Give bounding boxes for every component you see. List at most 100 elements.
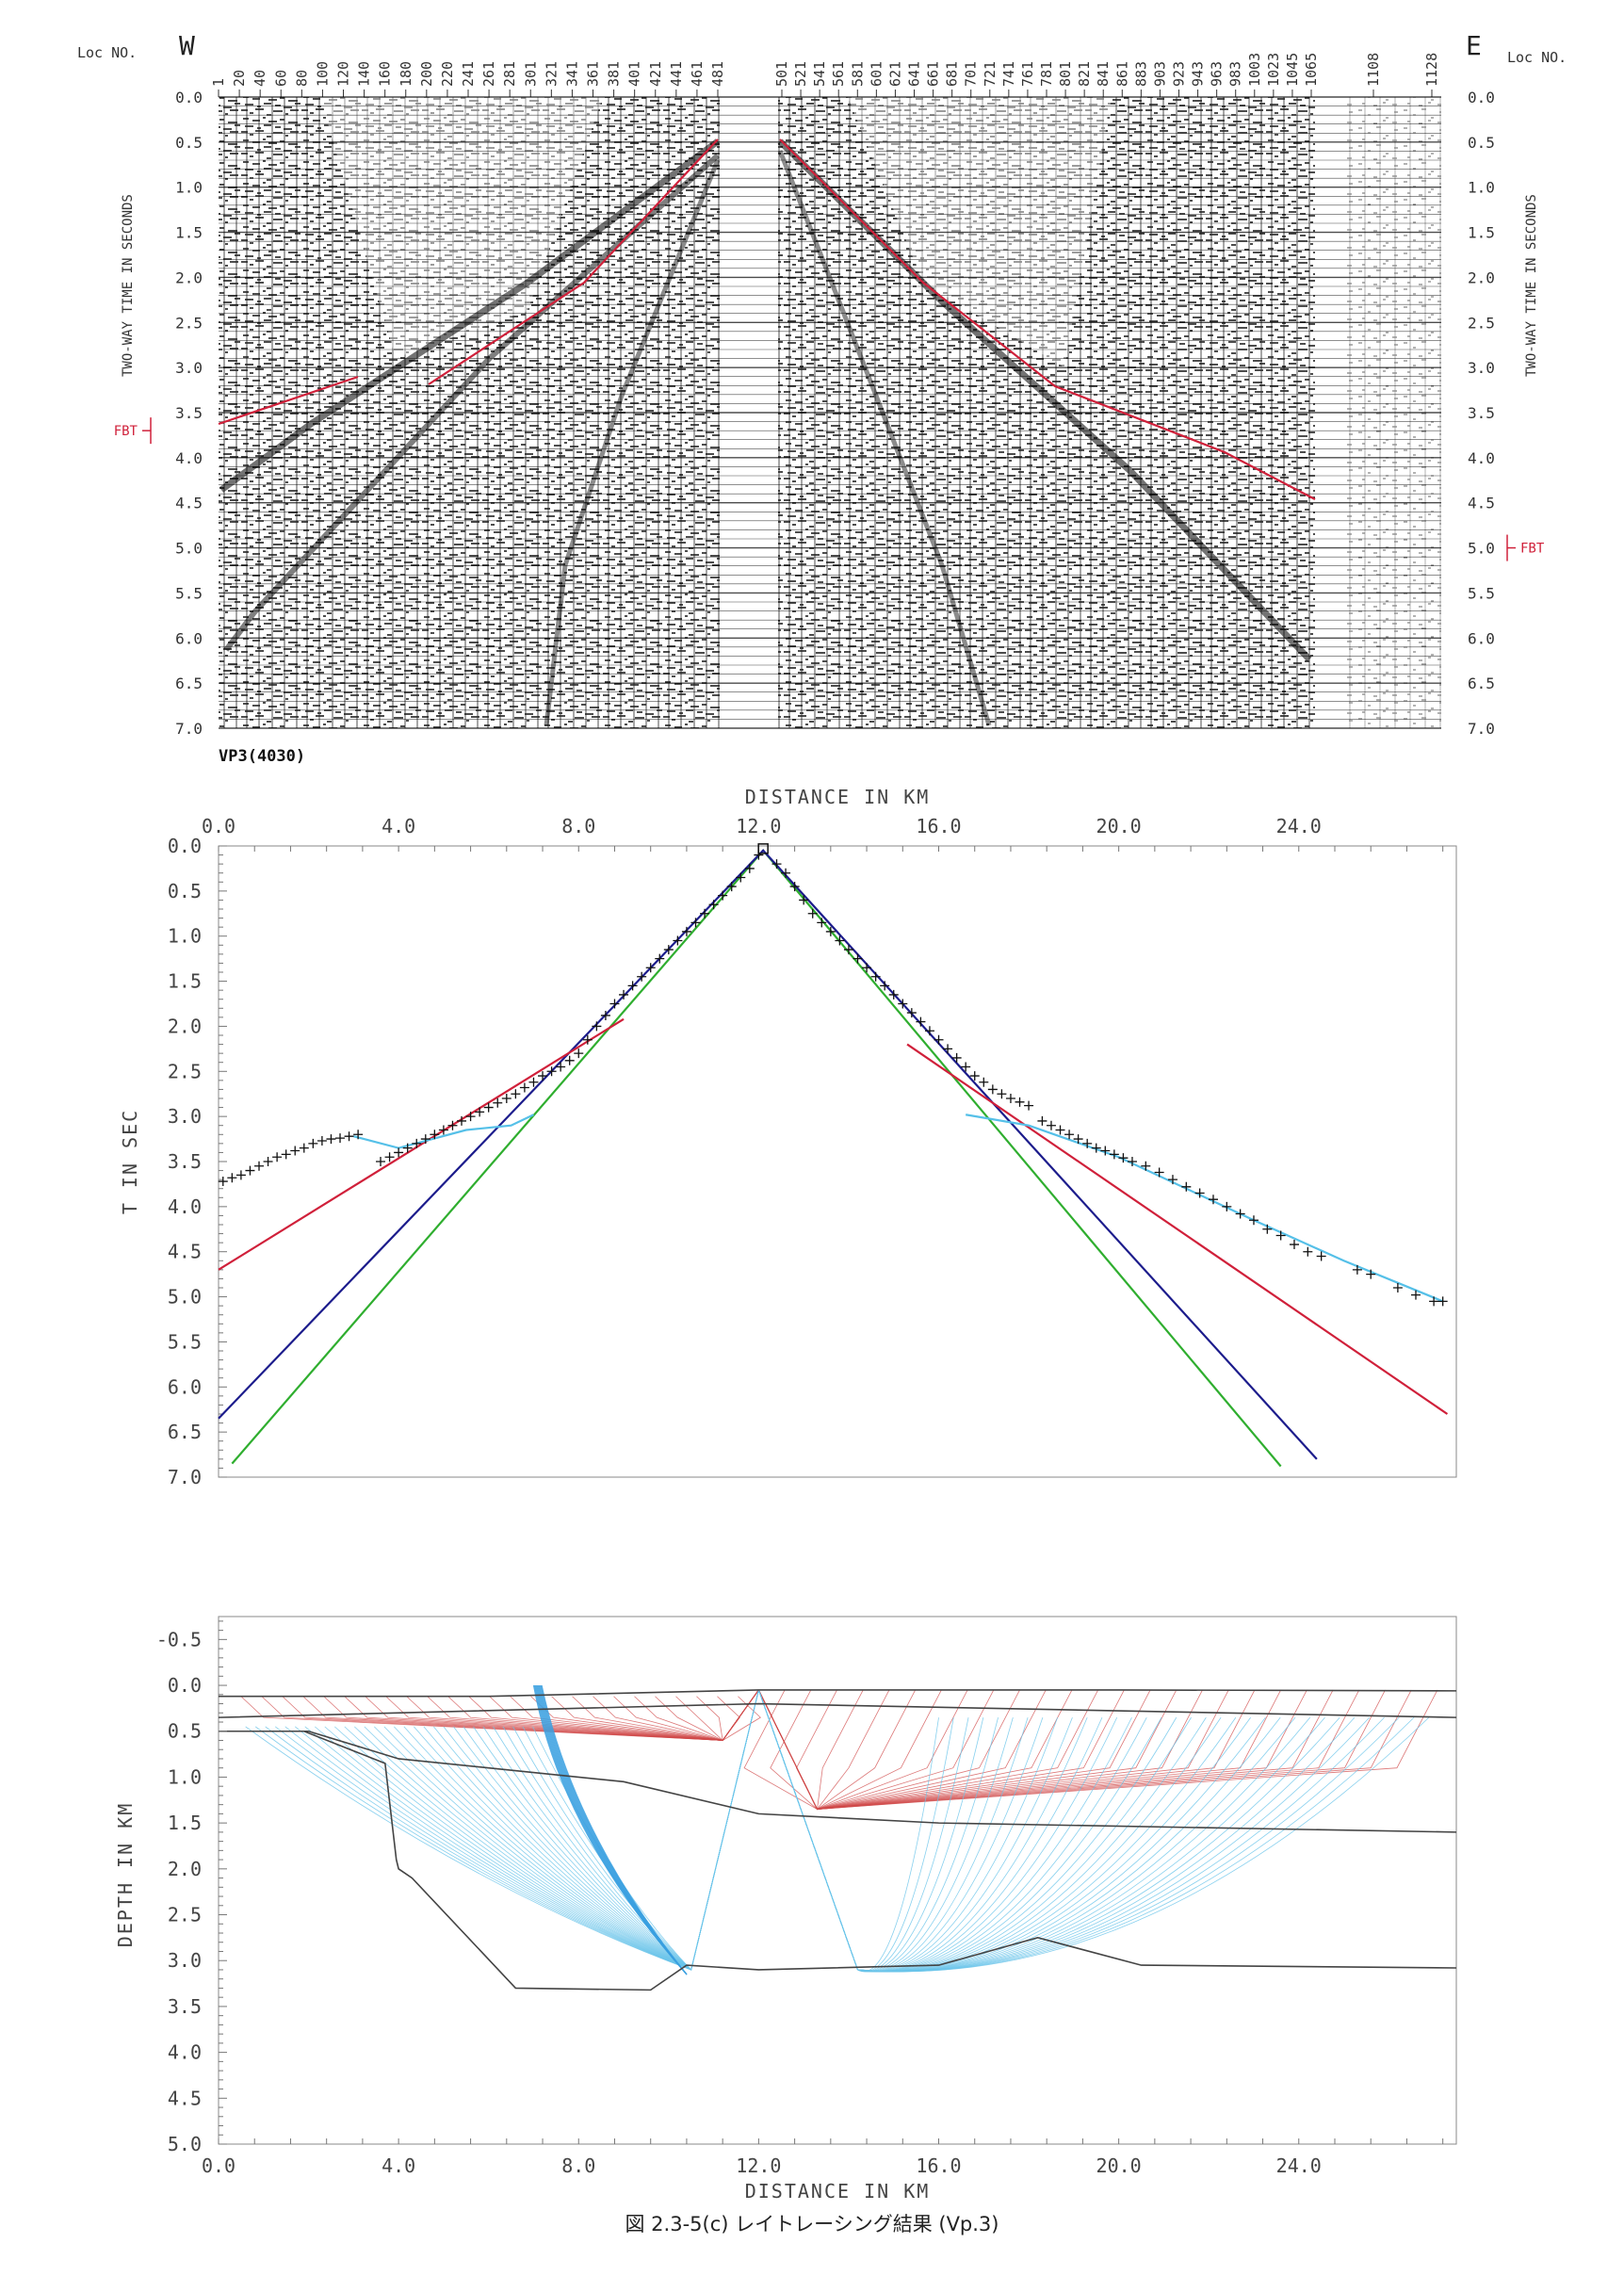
- tt-pick-point: [245, 1165, 255, 1176]
- loc-number-label: 20: [231, 70, 248, 87]
- loc-number-label: 641: [906, 61, 923, 87]
- ray-xlabel: DISTANCE IN KM: [745, 2180, 931, 2203]
- tt-pick-point: [736, 872, 746, 883]
- tt-pick-point: [376, 1157, 386, 1166]
- deep-ray-path: [758, 1689, 1385, 1973]
- loc-number-label: 821: [1076, 61, 1093, 87]
- loc-number-label: 923: [1171, 61, 1188, 87]
- time-tick-label-right: 1.0: [1468, 179, 1495, 197]
- tt-pick-point: [1392, 1283, 1403, 1292]
- fbt-marker-left: FBT: [114, 417, 152, 445]
- tt-y-tick-label: 5.0: [168, 1286, 202, 1309]
- tt-pick-point: [1037, 1115, 1047, 1126]
- deep-ray-path: [758, 1689, 1147, 1973]
- tt-pick-point: [574, 1048, 584, 1059]
- tt-pick-point: [870, 971, 881, 982]
- tt-pick-point: [1055, 1125, 1065, 1135]
- tt-pick-point: [254, 1161, 265, 1171]
- tt-pick-point: [511, 1089, 521, 1099]
- time-tick-label-right: 2.5: [1468, 314, 1495, 332]
- fbt-label: FBT: [1520, 542, 1545, 557]
- tt-pick-point: [227, 1173, 237, 1183]
- deep-ray-path: [414, 1689, 759, 1971]
- tt-model-line: [218, 1017, 625, 1271]
- tt-pick-point: [1073, 1134, 1083, 1145]
- loc-number-label: 361: [585, 61, 602, 87]
- loc-number-label: 421: [647, 61, 664, 87]
- tt-pick-point: [1015, 1097, 1025, 1107]
- ray-y-tick-label: 0.5: [168, 1720, 202, 1743]
- deep-ray-path: [758, 1689, 1044, 1973]
- loc-number-label: 341: [563, 61, 580, 87]
- tt-pick-point: [335, 1133, 346, 1144]
- tt-pick-point: [299, 1143, 309, 1153]
- loc-number-label: 401: [626, 61, 643, 87]
- tt-model-lines: [218, 849, 1449, 1468]
- loc-number-label: 1: [210, 78, 227, 87]
- tt-pick-point: [817, 918, 827, 928]
- deep-ray-path: [758, 1689, 1430, 1973]
- tt-pick-point: [1024, 1100, 1034, 1111]
- shallow-ray-path: [302, 1689, 759, 1741]
- tt-pick-point: [564, 1055, 575, 1065]
- time-tick-label-left: 7.0: [175, 720, 203, 738]
- deep-ray-path: [394, 1689, 759, 1971]
- tt-y-tick-label: 4.5: [168, 1241, 202, 1263]
- loc-number-label: 261: [480, 61, 497, 87]
- tt-ylabel: T IN SEC: [119, 1109, 141, 1214]
- time-tick-label-right: 3.5: [1468, 404, 1495, 422]
- deep-ray-path: [274, 1689, 759, 1971]
- deep-ray-path: [758, 1689, 939, 1973]
- loc-number-label: 903: [1151, 61, 1168, 87]
- caustic-ray-path: [541, 1684, 688, 1975]
- deep-ray-path: [758, 1689, 1281, 1973]
- tt-pick-point: [627, 981, 638, 991]
- ray-y-tick-label: 4.0: [168, 2041, 202, 2064]
- tt-y-tick-label: 7.0: [168, 1466, 202, 1488]
- deep-ray-path: [512, 1689, 759, 1971]
- tt-pick-point: [979, 1077, 989, 1087]
- tt-pick-point: [898, 999, 908, 1009]
- fbt-marker-right: FBT: [1506, 534, 1545, 561]
- tt-axes: 0.0 0.5 1.0 1.5 2.0 2.5 3.0 3.5 4.0 4.5 5.0 5.5 6.0 6…: [168, 815, 1444, 1488]
- ray-x-tick-label: 12.0: [736, 2154, 781, 2177]
- tt-pick-point: [1289, 1240, 1299, 1250]
- tt-pick-point: [457, 1115, 467, 1126]
- tt-pick-point: [600, 1010, 610, 1020]
- time-tick-label-right: 6.5: [1468, 675, 1495, 692]
- tt-pick-point: [637, 971, 647, 982]
- ray-y-tick-label: 4.5: [168, 2087, 202, 2109]
- loc-number-label: 1108: [1365, 53, 1382, 87]
- time-tick-label-left: 5.5: [175, 584, 203, 602]
- time-tick-label-right: 1.5: [1468, 224, 1495, 242]
- ray-ylabel: DEPTH IN KM: [114, 1802, 137, 1947]
- time-axis-label-right: TWO-WAY TIME IN SECONDS: [1524, 194, 1539, 377]
- tt-y-tick-label: 6.5: [168, 1421, 202, 1443]
- loc-number-label: 841: [1095, 61, 1112, 87]
- tt-pick-point: [438, 1125, 448, 1135]
- time-tick-label-left: 5.0: [175, 540, 203, 558]
- tt-pick-point: [951, 1052, 962, 1063]
- shallow-ray-path: [365, 1689, 759, 1741]
- loc-number-label: 801: [1057, 61, 1074, 87]
- first-break-picks: [218, 138, 1316, 500]
- tt-pick-point: [1262, 1224, 1273, 1234]
- tt-pick-point: [475, 1107, 485, 1117]
- tt-pick-point: [1005, 1094, 1015, 1103]
- tt-pick-point: [673, 935, 683, 946]
- time-tick-label-right: 5.5: [1468, 584, 1495, 602]
- tt-pick-point: [394, 1147, 404, 1158]
- tt-pick-point: [447, 1120, 458, 1130]
- tt-pick-point: [1222, 1201, 1232, 1211]
- tt-pick-point: [1275, 1230, 1286, 1241]
- shallow-ray-path: [758, 1689, 1412, 1810]
- ray-x-tick-label: 0.0: [202, 2154, 235, 2177]
- tt-x-tick-label: 4.0: [382, 815, 415, 837]
- tt-pick-point: [519, 1082, 529, 1093]
- time-tick-label-right: 0.5: [1468, 134, 1495, 152]
- tt-pick-point: [681, 926, 691, 936]
- tt-pick-point: [1064, 1130, 1075, 1140]
- time-tick-label-left: 1.5: [175, 224, 203, 242]
- ray-y-tick-label: 1.5: [168, 1812, 202, 1834]
- tt-pick-point: [420, 1134, 430, 1145]
